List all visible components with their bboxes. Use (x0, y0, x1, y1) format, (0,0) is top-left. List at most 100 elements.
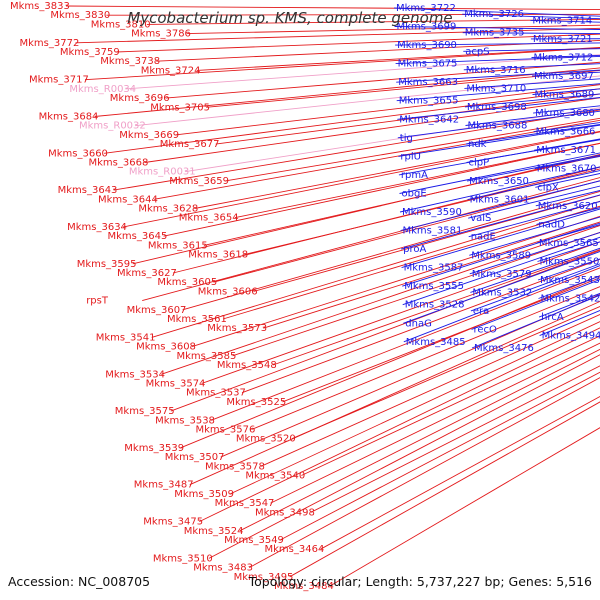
gene-label: Mkms_3595 (77, 259, 137, 270)
gene-label: Mkms_3810 (91, 19, 151, 30)
gene-connector-line (291, 306, 600, 440)
gene-label: obgE (402, 189, 427, 200)
gene-label: tig (400, 133, 413, 144)
gene-connector-line (113, 109, 600, 191)
gene-label: Mkms_3717 (29, 75, 89, 86)
gene-label: Mkms_3539 (124, 443, 184, 454)
gene-connector-line (175, 84, 600, 136)
gene-label: Mkms_3650 (469, 176, 529, 187)
gene-label: Mkms_3663 (398, 77, 458, 88)
gene-label: Mkms_3510 (153, 553, 213, 564)
gene-label: Mkms_3587 (404, 263, 464, 274)
gene-label: Mkms_3538 (155, 415, 215, 426)
gene-label: Mkms_3726 (464, 9, 524, 20)
gene-connector-line (151, 200, 600, 338)
gene-connector-line (215, 93, 600, 145)
gene-label: Mkms_3484 (274, 581, 334, 592)
genome-summary-text: Topology: circular; Length: 5,737,227 bp… (248, 574, 592, 589)
gene-connector-line (206, 69, 600, 108)
gene-label: Mkms_3573 (207, 323, 267, 334)
gene-label: Mkms_3589 (471, 250, 531, 261)
gene-connector-line (248, 377, 600, 568)
gene-connector-line (65, 5, 600, 11)
gene-label: recO (474, 325, 498, 336)
gene-label: Mkms_3722 (396, 3, 456, 14)
gene-label: acpS (465, 46, 489, 57)
gene-connector-line (263, 221, 600, 329)
gene-label: Mkms_3721 (533, 34, 593, 45)
gene-label: Mkms_3541 (96, 332, 156, 343)
gene-connector-line (201, 241, 600, 384)
gene-connector-line (282, 277, 600, 403)
gene-connector-line (115, 33, 600, 53)
gene-connector-line (153, 119, 600, 200)
rna-label: Mkms_R0032 (79, 121, 146, 132)
gene-label: Mkms_3487 (134, 480, 194, 491)
gene-connector-line (270, 342, 600, 504)
gene-label: Mkms_3670 (537, 164, 597, 175)
gene-connector-line (75, 27, 600, 44)
gene-label: Mkms_3833 (10, 1, 70, 12)
gene-connector-line (230, 321, 600, 495)
gene-connector-line (125, 54, 600, 90)
gene-label: Mkms_3655 (399, 96, 459, 107)
gene-label: Mkms_3666 (536, 127, 596, 138)
gene-connector-line (260, 314, 600, 467)
gene-label: Mkms_3520 (236, 434, 296, 445)
gene-connector-line (172, 166, 600, 274)
gene-label: Mkms_3697 (534, 71, 594, 82)
gene-label: Mkms_3660 (48, 148, 108, 159)
gene-label: Mkms_3684 (39, 112, 99, 123)
gene-label: rpmA (401, 170, 428, 181)
gene-connector-line (301, 335, 600, 476)
gene-label: Mkms_3675 (398, 59, 458, 70)
gene-label: Mkms_3565 (539, 238, 599, 249)
gene-label: Mkms_3561 (167, 314, 227, 325)
gene-label: Mkms_3542 (541, 294, 600, 305)
gene-label: Mkms_3628 (138, 204, 198, 215)
rna-label: Mkms_R0031 (129, 167, 196, 178)
gene-label: Mkms_3716 (466, 65, 526, 76)
gene-connector-line (272, 249, 600, 366)
gene-connector-line (84, 47, 600, 81)
gene-label: nadE (471, 232, 496, 243)
gene-connector-line (253, 194, 600, 292)
gene-label: Mkms_3550 (540, 257, 600, 268)
gene-connector-line (232, 231, 600, 357)
gene-label: Mkms_3590 (402, 207, 462, 218)
gene-label: Mkms_3654 (179, 213, 239, 224)
gene-label: Mkms_3543 (540, 275, 600, 286)
gene-label: Mkms_3618 (188, 250, 248, 261)
gene-connector-line (189, 300, 600, 486)
gene-label: Mkms_3689 (535, 90, 595, 101)
gene-label: Mkms_3607 (127, 305, 187, 316)
gene-connector-line (165, 61, 600, 99)
gene-connector-line (144, 97, 600, 163)
gene-label: Mkms_3606 (198, 286, 258, 297)
gene-label: Mkms_3464 (265, 544, 325, 555)
gene-label: Mkms_3498 (255, 507, 315, 518)
gene-label: Mkms_3735 (465, 28, 525, 39)
gene-connector-line (123, 131, 600, 228)
gene-connector-line (208, 354, 600, 559)
gene-label: Mkms_3688 (468, 121, 528, 132)
rna-label: Mkms_R0034 (69, 84, 136, 95)
gene-label: Mkms_3642 (399, 114, 459, 125)
gene-label: clpP (469, 158, 490, 169)
gene-label: Mkms_3696 (110, 93, 170, 104)
gene-connector-line (191, 215, 600, 348)
gene-connector-line (234, 142, 600, 219)
gene-label: Mkms_3668 (89, 158, 149, 169)
gene-connector-line (220, 294, 600, 458)
gene-label: Mkms_3581 (403, 226, 463, 237)
gene-label: Mkms_3494 (542, 331, 600, 342)
gene-connector-line (225, 117, 600, 182)
gene-connector-line (289, 401, 600, 578)
gene-connector-line (182, 190, 600, 311)
gene-label: Mkms_3724 (141, 65, 201, 76)
gene-label: Mkms_3698 (467, 102, 527, 113)
gene-connector-line (239, 348, 600, 532)
gene-label: rpsT (86, 296, 109, 307)
gene-label: Mkms_3578 (205, 461, 265, 472)
